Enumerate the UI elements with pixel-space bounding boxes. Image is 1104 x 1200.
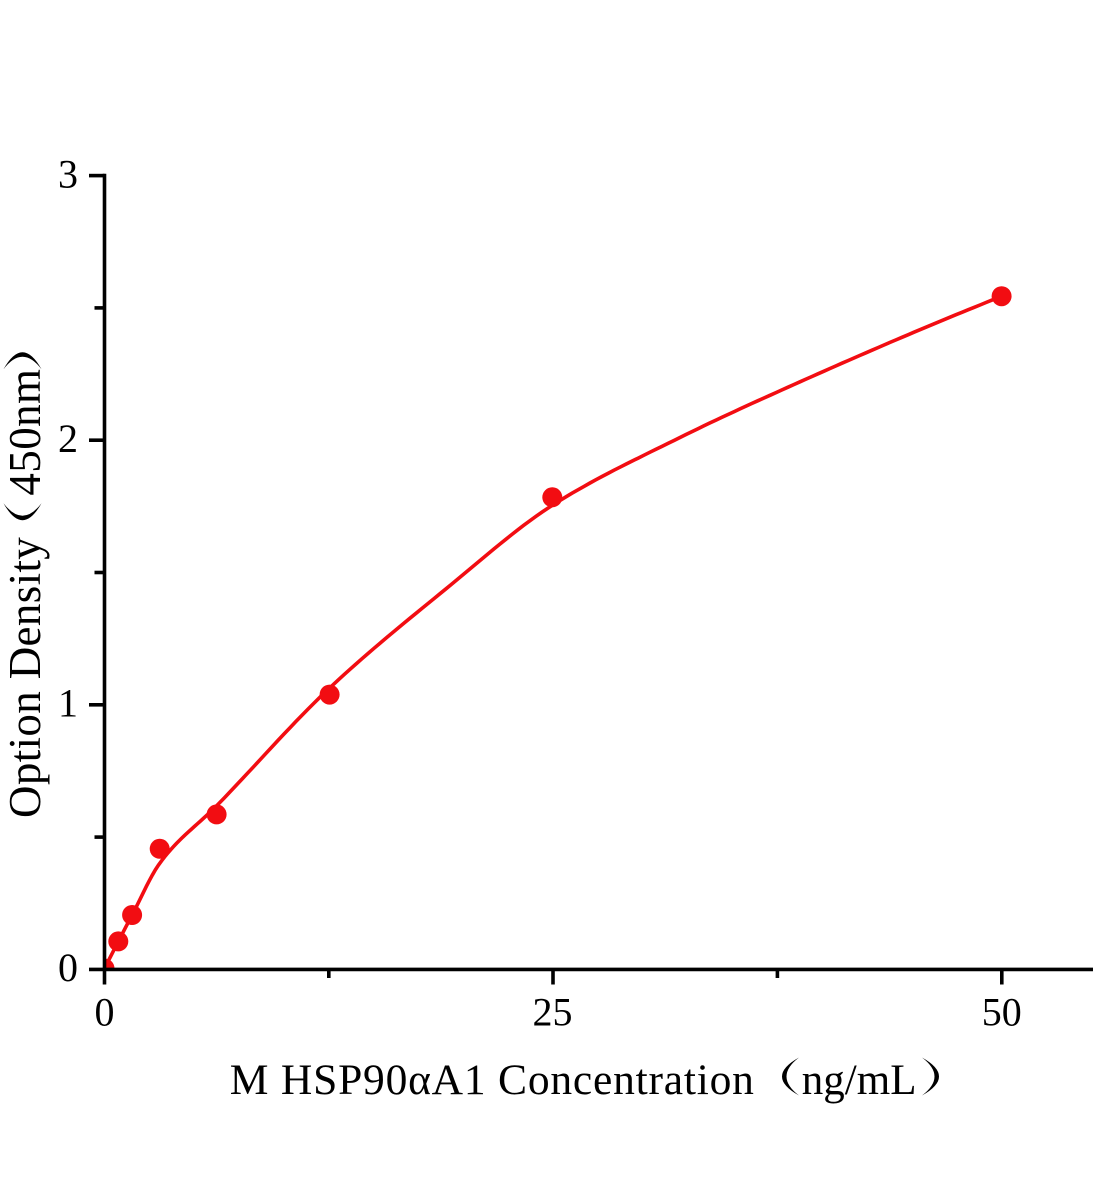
svg-text:3: 3 — [58, 151, 78, 196]
svg-text:450nm: 450nm — [0, 369, 50, 496]
svg-text:2: 2 — [58, 416, 78, 461]
svg-text:Option Density: Option Density — [0, 537, 50, 818]
svg-text:0: 0 — [58, 945, 78, 990]
svg-text:25: 25 — [533, 989, 573, 1034]
svg-text:1: 1 — [58, 681, 78, 726]
svg-text:ng/mL: ng/mL — [802, 1057, 917, 1104]
svg-text:50: 50 — [982, 989, 1022, 1034]
svg-text:M HSP90αA1 Concentration: M HSP90αA1 Concentration — [230, 1056, 755, 1104]
svg-text:0: 0 — [95, 989, 115, 1034]
